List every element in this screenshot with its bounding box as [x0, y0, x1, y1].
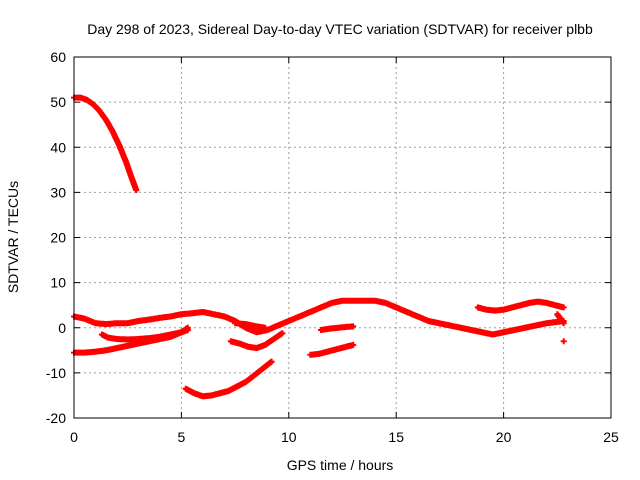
data-point-marks [71, 297, 567, 338]
data-points [71, 94, 567, 400]
series-arc-5 [182, 358, 275, 400]
x-tick-label: 20 [496, 429, 512, 445]
data-point-marks [560, 338, 567, 345]
y-tick-label: 60 [50, 49, 66, 65]
series-arc-8 [307, 341, 357, 358]
series-arc-4 [98, 327, 191, 343]
chart-title: Day 298 of 2023, Sidereal Day-to-day VTE… [87, 21, 593, 37]
x-tick-label: 25 [603, 429, 619, 445]
data-point-marks [232, 320, 269, 331]
data-point-marks [307, 341, 357, 358]
y-tick-label: 30 [50, 184, 66, 200]
y-axis-label: SDTVAR / TECUs [5, 181, 21, 293]
data-point-marks [227, 330, 286, 352]
y-tick-label: 50 [50, 94, 66, 110]
series-arc-11 [554, 311, 567, 327]
series-arc-2 [71, 297, 567, 338]
y-tick-label: 10 [50, 275, 66, 291]
data-point-marks [71, 94, 140, 194]
x-tick-label: 0 [70, 429, 78, 445]
series-arc-6 [227, 330, 286, 352]
data-point-marks [182, 358, 275, 400]
y-tick-label: 0 [58, 320, 66, 336]
grid [74, 57, 611, 418]
x-tick-label: 15 [388, 429, 404, 445]
y-tick-label: 20 [50, 230, 66, 246]
y-tick-label: -10 [46, 365, 66, 381]
series-arc-1 [71, 94, 140, 194]
data-point-marks [98, 327, 191, 343]
data-point-marks [318, 323, 357, 333]
data-point-marks [554, 311, 567, 327]
series-arc-10 [474, 298, 567, 314]
x-axis-label: GPS time / hours [287, 457, 394, 473]
plot-frame [73, 56, 612, 419]
series-arc-12 [560, 338, 567, 345]
series-arc-9 [318, 323, 357, 333]
axis-ticks: 0 5 10 15 20 25 -20 -10 0 10 20 30 40 50 60 [46, 49, 619, 445]
x-tick-label: 10 [281, 429, 297, 445]
series-arc-7 [232, 320, 269, 331]
data-point-marks [474, 298, 567, 314]
x-tick-label: 5 [178, 429, 186, 445]
y-tick-label: -20 [46, 410, 66, 426]
y-tick-label: 40 [50, 139, 66, 155]
